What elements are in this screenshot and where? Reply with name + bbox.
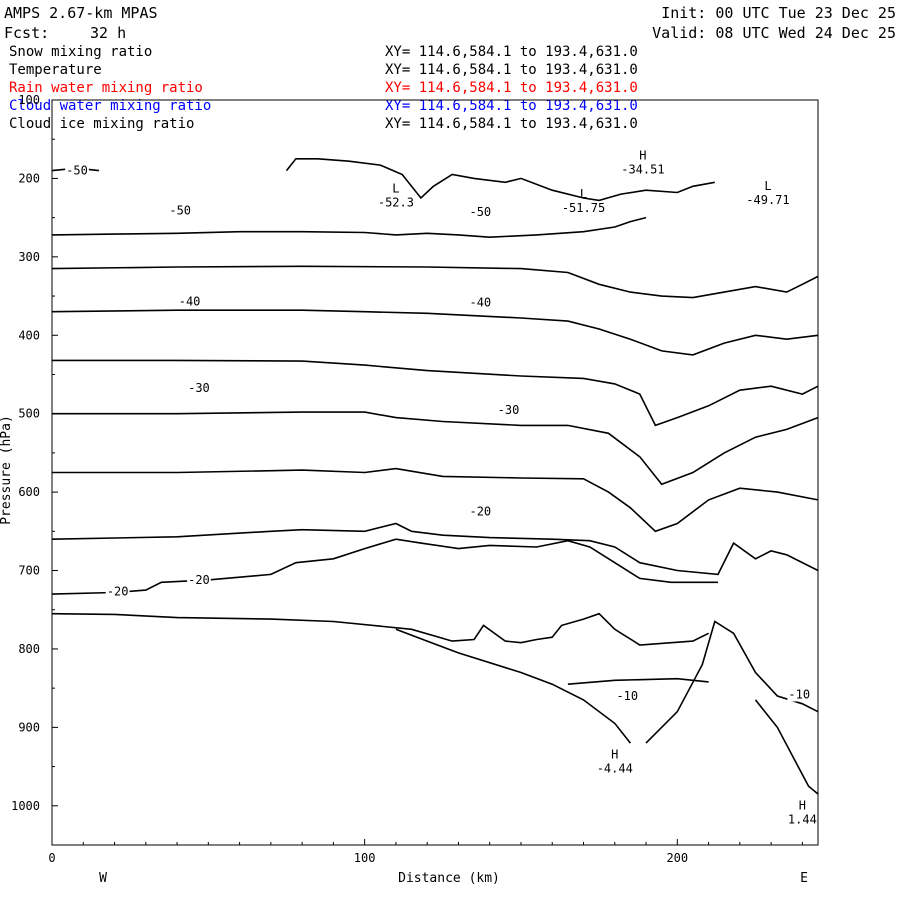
contour-line — [567, 677, 709, 685]
contour-label-bg — [105, 584, 130, 599]
extremum-kind: L — [580, 187, 587, 201]
contour-lines — [51, 158, 819, 795]
contour-label-bg — [65, 163, 89, 178]
contour-label: -30 — [188, 381, 210, 395]
y-tick-label: 100 — [18, 93, 40, 107]
contour-label: -50 — [66, 164, 88, 178]
contour-label: -40 — [179, 295, 201, 309]
y-axis-ticks: 100 200 300 400 500 600 700 800 900 1000 — [11, 93, 58, 813]
y-axis-label: Pressure (hPa) — [0, 415, 14, 525]
contour-label: -50 — [469, 205, 491, 219]
y-tick-label: 900 — [18, 720, 40, 734]
contour-label: -10 — [788, 687, 810, 701]
x-tick-label: 100 — [354, 851, 376, 865]
contour-line — [285, 158, 715, 202]
west-label: W — [99, 871, 107, 886]
contour-line — [51, 265, 819, 299]
field-xy-rain: XY= 114.6,584.1 to 193.4,631.0 — [385, 80, 638, 96]
x-axis-ticks: 0 100 200 — [48, 839, 803, 865]
contour-label-bg — [787, 687, 812, 702]
field-name-temperature: Temperature — [9, 62, 102, 78]
contour-labels: -50 -50 -50 -40 -40 -30 -30 -20 -20 -20 -10 -10 — [65, 163, 812, 703]
extremum-value: -49.71 — [746, 193, 789, 207]
field-name-cloud-water: Cloud water mixing ratio — [9, 98, 212, 114]
extremum-value: -51.75 — [562, 201, 605, 215]
contour-label-bg — [615, 689, 640, 703]
contour-label: -50 — [169, 204, 191, 218]
forecast-label: Fcst: — [4, 24, 50, 42]
contour-line — [754, 699, 819, 795]
field-xy-temperature: XY= 114.6,584.1 to 193.4,631.0 — [385, 62, 638, 78]
valid-time: Valid: 08 UTC Wed 24 Dec 25 — [652, 24, 896, 42]
extremum-kind: H — [639, 149, 646, 163]
field-name-rain: Rain water mixing ratio — [9, 80, 203, 96]
extremum-value: 1.44 — [788, 813, 817, 827]
contour-label: -20 — [107, 585, 129, 599]
extremum-kind: L — [764, 179, 771, 193]
contour-line — [645, 620, 819, 744]
contour-label-bg — [177, 294, 202, 309]
contour-line — [51, 216, 647, 239]
field-name-snow: Snow mixing ratio — [9, 44, 153, 60]
y-tick-label: 200 — [18, 171, 40, 185]
contour-label-bg — [168, 203, 193, 218]
extremum-kind: L — [392, 182, 399, 196]
x-tick-label: 200 — [666, 851, 688, 865]
contour-label-bg — [187, 572, 211, 587]
contour-label-bg — [468, 504, 493, 519]
field-xy-snow: XY= 114.6,584.1 to 193.4,631.0 — [385, 44, 638, 60]
contour-line — [51, 522, 819, 576]
contour-line — [52, 467, 819, 533]
x-tick-label: 0 — [48, 851, 55, 865]
contour-label-bg — [496, 402, 521, 417]
field-name-cloud-ice: Cloud ice mixing ratio — [9, 116, 195, 132]
init-time: Init: 00 UTC Tue 23 Dec 25 — [661, 4, 896, 22]
model-title: AMPS 2.67-km MPAS — [4, 4, 158, 22]
contour-line — [395, 628, 632, 744]
y-tick-label: 300 — [18, 250, 40, 264]
field-xy-cloud-ice: XY= 114.6,584.1 to 193.4,631.0 — [385, 116, 638, 132]
extremum-value: -52.3 — [378, 196, 414, 210]
east-label: E — [800, 871, 808, 886]
contour-line — [52, 411, 819, 486]
contour-label: -30 — [498, 403, 520, 417]
contour-line — [52, 359, 819, 427]
x-axis-label: Distance (km) — [398, 871, 500, 886]
contour-label: -20 — [188, 573, 210, 587]
contour-label-bg — [468, 295, 493, 310]
y-tick-label: 1000 — [11, 799, 40, 813]
contour-label: -20 — [469, 505, 491, 519]
y-tick-label: 700 — [18, 564, 40, 578]
extremum-kind: H — [799, 799, 806, 813]
contour-label-bg — [187, 380, 211, 395]
extremum-kind: H — [611, 748, 618, 762]
extremum-value: -34.51 — [621, 163, 664, 177]
contour-line — [51, 612, 709, 646]
contour-label-bg — [468, 205, 493, 220]
extremum-value: -4.44 — [597, 762, 633, 776]
field-xy-cloud-water: XY= 114.6,584.1 to 193.4,631.0 — [385, 98, 638, 114]
forecast-value: 32 h — [90, 24, 127, 42]
contour-label: -40 — [469, 295, 491, 309]
y-tick-label: 500 — [18, 407, 40, 421]
contour-line — [51, 309, 819, 356]
contour-line — [51, 538, 718, 595]
contour-label: -10 — [616, 689, 638, 703]
y-tick-label: 600 — [18, 485, 40, 499]
y-tick-label: 800 — [18, 642, 40, 656]
y-tick-label: 400 — [18, 328, 40, 342]
